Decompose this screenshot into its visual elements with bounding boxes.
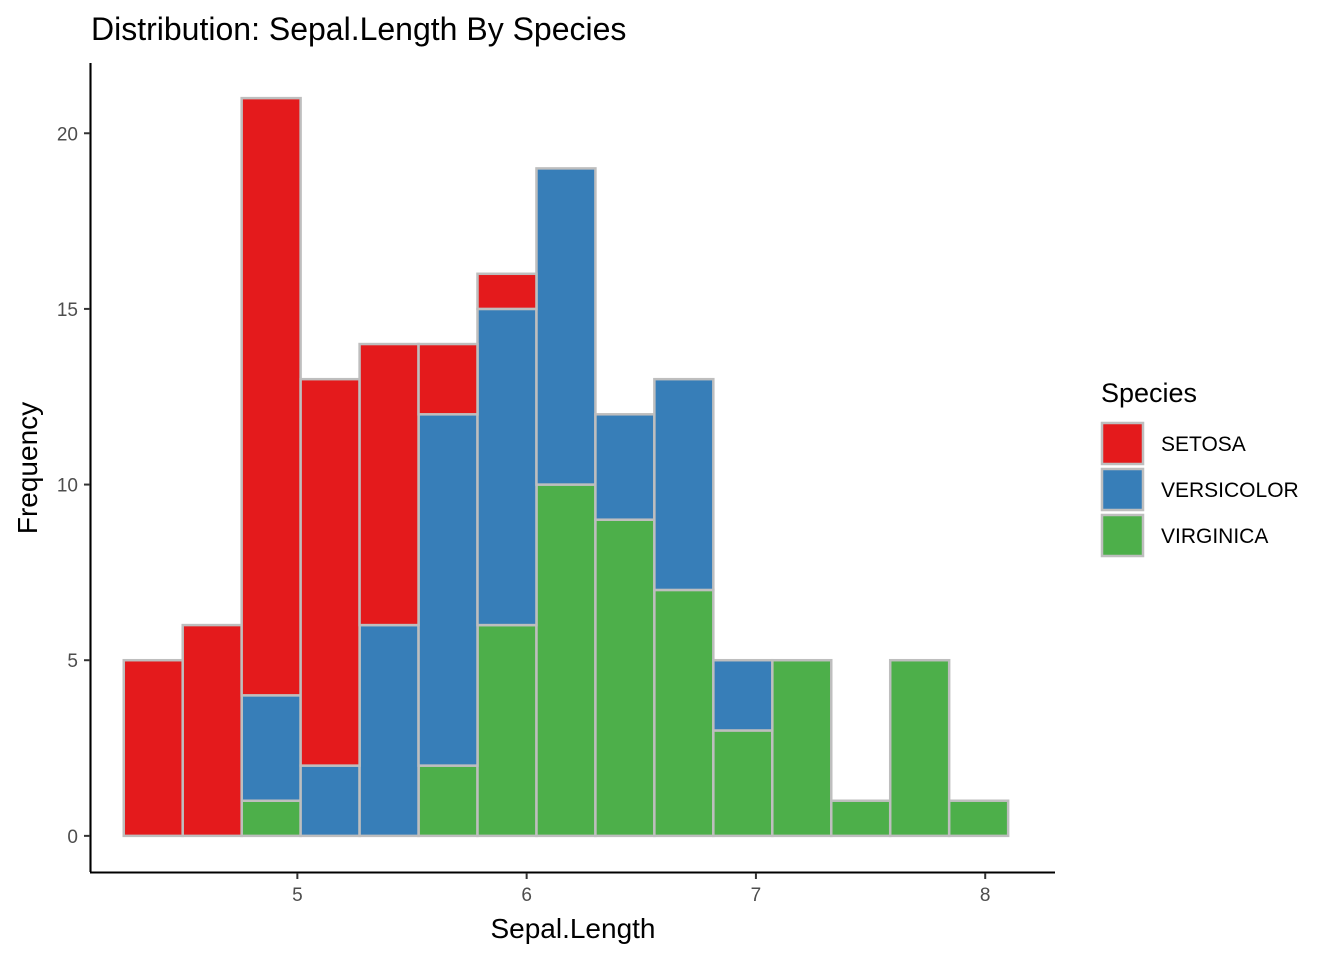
bar-versicolor-bin-3: [240, 694, 302, 802]
y-tick-label: 5: [67, 651, 78, 672]
bars-group: [122, 96, 1010, 838]
legend: Species SETOSA VERSICOLOR VIRGINICA: [1100, 378, 1299, 558]
x-axis-title: Sepal.Length: [490, 913, 655, 944]
bar-versicolor-bin-9: [594, 413, 656, 521]
bar-virginica-bin-11: [712, 729, 774, 838]
legend-items: SETOSA VERSICOLOR VIRGINICA: [1100, 421, 1299, 558]
bar-virginica-bin-15: [947, 799, 1010, 838]
bar-versicolor-bin-5: [358, 623, 420, 838]
bar-virginica-bin-7: [476, 623, 538, 838]
bar-virginica-bin-10: [653, 588, 715, 838]
y-axis-title: Frequency: [12, 402, 43, 534]
bar-versicolor-bin-4: [299, 764, 361, 838]
y-tick-label: 10: [57, 476, 78, 497]
bar-virginica-bin-14: [888, 658, 951, 838]
bar-virginica-bin-6: [417, 764, 479, 838]
bar-setosa-bin-3: [240, 96, 302, 697]
bar-versicolor-bin-10: [653, 377, 715, 592]
bar-setosa-bin-6: [417, 342, 479, 416]
bar-setosa-bin-2: [181, 623, 243, 838]
legend-key-virginica: [1100, 513, 1145, 558]
x-tick-label: 5: [292, 885, 303, 906]
bar-virginica-bin-13: [830, 799, 892, 838]
bar-virginica-bin-3: [240, 799, 302, 838]
y-ticks-group: 0 5 10 15 20: [57, 124, 90, 848]
bar-versicolor-bin-11: [712, 658, 774, 732]
chart-title: Distribution: Sepal.Length By Species: [91, 11, 626, 47]
bar-setosa-bin-4: [299, 377, 361, 767]
x-ticks-group: 5 6 7 8: [292, 873, 991, 906]
bar-setosa-bin-5: [358, 342, 420, 627]
bar-setosa-bin-7: [476, 272, 538, 311]
y-tick-label: 15: [57, 300, 78, 321]
legend-title: Species: [1101, 378, 1197, 408]
legend-label-versicolor: VERSICOLOR: [1161, 479, 1299, 502]
bar-versicolor-bin-6: [417, 413, 479, 767]
bar-virginica-bin-12: [771, 658, 833, 838]
legend-key-versicolor: [1100, 467, 1145, 512]
legend-key-setosa: [1100, 421, 1145, 466]
legend-label-virginica: VIRGINICA: [1161, 525, 1268, 548]
bar-virginica-bin-9: [594, 518, 656, 838]
x-tick-label: 6: [521, 885, 532, 906]
bar-setosa-bin-1: [122, 658, 184, 838]
bar-versicolor-bin-8: [535, 167, 597, 486]
bar-versicolor-bin-7: [476, 307, 538, 627]
y-tick-label: 20: [57, 124, 78, 145]
bar-virginica-bin-8: [535, 483, 597, 838]
x-tick-label: 8: [980, 885, 991, 906]
x-tick-label: 7: [751, 885, 762, 906]
y-tick-label: 0: [67, 827, 78, 848]
legend-label-setosa: SETOSA: [1161, 433, 1246, 456]
